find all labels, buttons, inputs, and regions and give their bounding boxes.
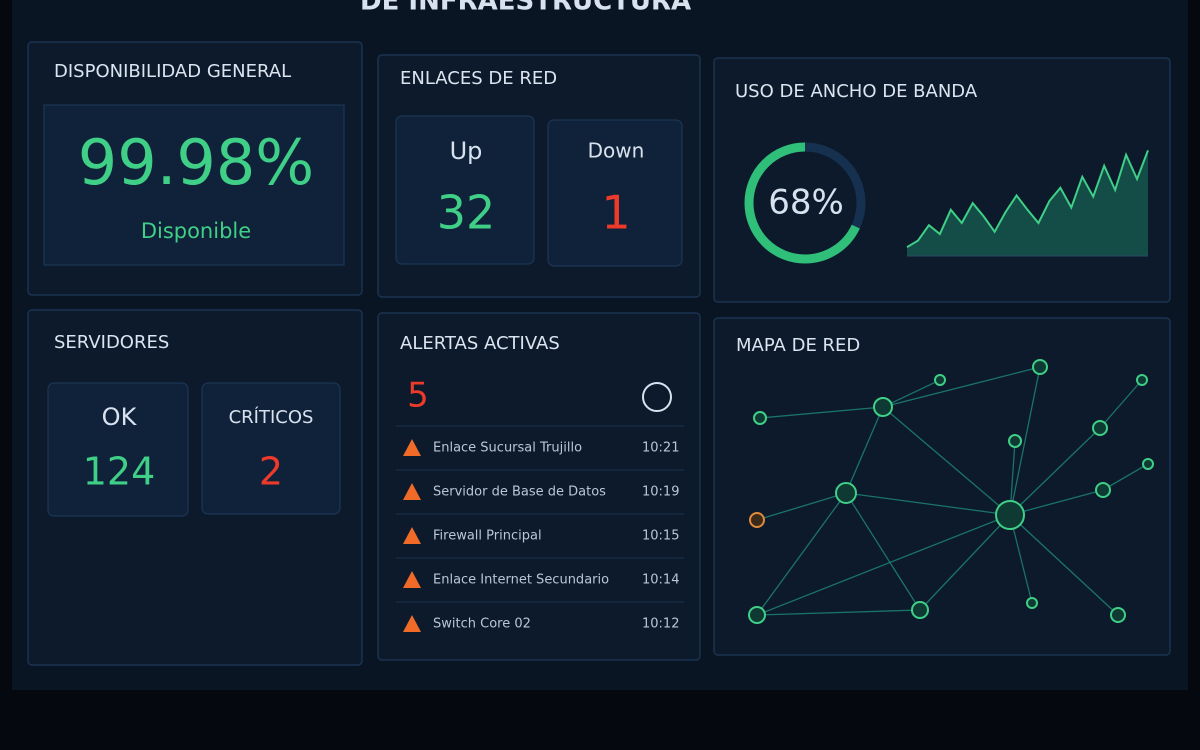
alert-name: Switch Core 02 <box>433 617 531 632</box>
links-down-tile <box>547 119 683 267</box>
alert-time: 10:19 <box>642 485 679 500</box>
links-down-value: 1 <box>601 186 630 240</box>
links-up-label: Up <box>450 137 483 165</box>
links-up-tile <box>395 115 535 265</box>
panel-title: USO DE ANCHO DE BANDA <box>735 81 978 102</box>
alert-time: 10:15 <box>642 529 679 544</box>
alert-name: Enlace Internet Secundario <box>433 573 609 588</box>
warning-icon <box>403 571 421 588</box>
sparkline-line <box>906 150 1149 249</box>
servers-ok-label: OK <box>102 403 138 431</box>
page-title: DE INFRAESTRUCTURA <box>360 0 691 17</box>
gauge-arc <box>744 142 866 264</box>
sparkline <box>906 150 1149 257</box>
alert-name: Firewall Principal <box>433 529 542 544</box>
servers-critical-label: CRÍTICOS <box>229 406 314 428</box>
panel-title: MAPA DE RED <box>736 335 860 356</box>
availability-tile <box>43 104 345 266</box>
links-up-value: 32 <box>437 186 496 240</box>
alerts-list: Enlace Sucursal Trujillo 10:21 Servidor de… <box>396 425 684 632</box>
servers-critical-tile <box>201 382 341 515</box>
warning-icon <box>403 527 421 544</box>
alert-name: Enlace Sucursal Trujillo <box>433 441 582 456</box>
sparkline-area <box>907 150 1148 256</box>
panel-title: SERVIDORES <box>54 332 169 353</box>
gauge <box>744 142 866 264</box>
availability-label: Disponible <box>141 219 251 243</box>
panel-title: ALERTAS ACTIVAS <box>400 333 560 354</box>
alert-name: Servidor de Base de Datos <box>433 485 606 500</box>
warning-icon <box>403 615 421 632</box>
network-map <box>748 359 1154 624</box>
alert-time: 10:12 <box>642 617 679 632</box>
servers-ok-value: 124 <box>83 450 156 494</box>
alerts-icon[interactable] <box>642 382 672 412</box>
map-panel <box>713 317 1171 656</box>
servers-ok-tile <box>47 382 189 517</box>
warning-icon <box>403 483 421 500</box>
gauge-label: 68% <box>768 183 844 223</box>
bandwidth-panel <box>713 57 1171 303</box>
panel-title: DISPONIBILIDAD GENERAL <box>54 61 291 82</box>
availability-value: 99.98% <box>78 126 314 199</box>
alerts-count: 5 <box>407 376 429 416</box>
alerts-panel <box>377 312 701 661</box>
warning-icon <box>403 439 421 456</box>
links-down-label: Down <box>588 139 645 163</box>
panel-title: ENLACES DE RED <box>400 68 557 89</box>
alert-time: 10:14 <box>642 573 679 588</box>
servers-critical-value: 2 <box>259 450 283 494</box>
alert-time: 10:21 <box>642 441 679 456</box>
